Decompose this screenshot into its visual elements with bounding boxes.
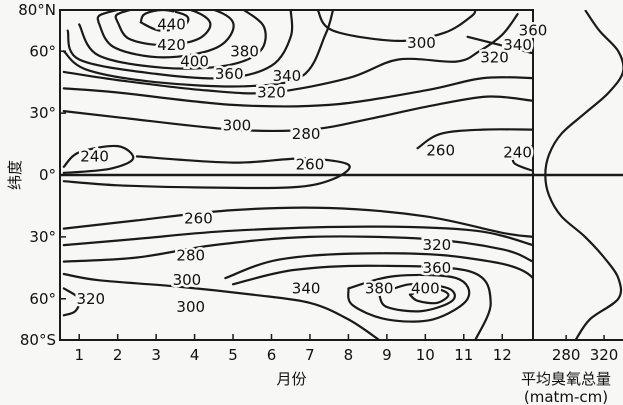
contour-label: 260 bbox=[296, 156, 325, 174]
contour-label: 300 bbox=[173, 271, 202, 289]
side-axis-unit: (matm-cm) bbox=[524, 388, 608, 405]
contour-line-320 bbox=[224, 252, 533, 281]
contour-label: 380 bbox=[365, 279, 394, 297]
contours-layer bbox=[62, 10, 533, 340]
contour-line-400 bbox=[96, 10, 235, 59]
contour-line-280 bbox=[62, 95, 533, 133]
contour-line-360 bbox=[66, 10, 294, 80]
contour-label: 300 bbox=[223, 117, 252, 135]
contour-line-260 bbox=[62, 155, 351, 190]
contour-line-320 bbox=[62, 287, 81, 317]
y-tick-label: 60° bbox=[29, 42, 56, 60]
contour-line-320 bbox=[62, 13, 519, 95]
y-tick-label: 60° bbox=[29, 290, 56, 308]
contour-label: 400 bbox=[411, 279, 440, 297]
x-tick-label: 7 bbox=[305, 346, 315, 364]
y-tick-label: 30° bbox=[29, 104, 56, 122]
contour-label: 300 bbox=[176, 298, 205, 316]
y-axis-title: 纬度 bbox=[6, 160, 24, 190]
x-tick-label: 10 bbox=[416, 346, 435, 364]
x-tick-label: 4 bbox=[190, 346, 200, 364]
x-tick-label: 3 bbox=[151, 346, 161, 364]
contour-label: 260 bbox=[426, 141, 455, 159]
side-x-tick-label: 320 bbox=[590, 346, 619, 364]
contour-label: 360 bbox=[423, 259, 452, 277]
contour-label: 380 bbox=[230, 42, 259, 60]
y-tick-label: 0° bbox=[39, 166, 56, 184]
x-tick-label: 9 bbox=[382, 346, 392, 364]
contour-label: 320 bbox=[480, 48, 509, 66]
contour-label: 340 bbox=[292, 279, 321, 297]
contour-line-240 bbox=[62, 144, 135, 174]
contour-label: 340 bbox=[273, 67, 302, 85]
y-tick-label: 80°N bbox=[18, 1, 56, 19]
contour-label: 300 bbox=[407, 34, 436, 52]
contour-line-440 bbox=[139, 10, 190, 32]
contour-label: 280 bbox=[292, 125, 321, 143]
contour-line-280 bbox=[62, 225, 533, 247]
contour-label: 420 bbox=[157, 36, 186, 54]
contour-line-260 bbox=[62, 206, 533, 238]
contour-label: 320 bbox=[257, 84, 286, 102]
x-tick-label: 8 bbox=[344, 346, 354, 364]
x-tick-label: 12 bbox=[493, 346, 512, 364]
contour-label: 320 bbox=[76, 290, 105, 308]
contour-line-240 bbox=[511, 145, 533, 172]
contour-line-340 bbox=[62, 10, 335, 88]
contour-line-340 bbox=[231, 264, 492, 340]
contour-label: 360 bbox=[215, 65, 244, 83]
y-tick-label: 80°S bbox=[20, 331, 56, 349]
y-tick-label: 30° bbox=[29, 228, 56, 246]
contour-line-420 bbox=[114, 10, 212, 47]
contour-line-400 bbox=[408, 287, 450, 305]
x-tick-label: 11 bbox=[454, 346, 473, 364]
side-axis-title: 平均臭氧总量 bbox=[521, 370, 611, 388]
contour-line-320 bbox=[466, 35, 533, 55]
contour-label: 280 bbox=[176, 246, 205, 264]
contour-label: 340 bbox=[503, 36, 532, 54]
x-tick-label: 6 bbox=[267, 346, 277, 364]
contour-label: 360 bbox=[519, 22, 548, 40]
contour-line-380 bbox=[78, 10, 267, 70]
contour-line-300 bbox=[62, 235, 533, 263]
contour-label: 400 bbox=[180, 53, 209, 71]
contour-label: 240 bbox=[503, 143, 532, 161]
x-tick-label: 2 bbox=[113, 346, 123, 364]
x-tick-label: 1 bbox=[74, 346, 84, 364]
x-axis-title: 月份 bbox=[276, 370, 306, 388]
contour-line-300 bbox=[62, 272, 381, 340]
x-tick-label: 5 bbox=[228, 346, 238, 364]
contour-line-360 bbox=[347, 273, 471, 323]
side-x-tick-label: 280 bbox=[552, 346, 581, 364]
contour-line-260 bbox=[416, 128, 533, 150]
contour-label: 320 bbox=[423, 236, 452, 254]
contour-label: 260 bbox=[184, 209, 213, 227]
contour-line-300 bbox=[62, 76, 533, 108]
contour-line-300 bbox=[316, 10, 477, 43]
frame-layer bbox=[59, 9, 623, 341]
contour-line-380 bbox=[378, 282, 456, 313]
contour-label: 440 bbox=[157, 15, 186, 33]
contour-label: 240 bbox=[80, 147, 109, 165]
